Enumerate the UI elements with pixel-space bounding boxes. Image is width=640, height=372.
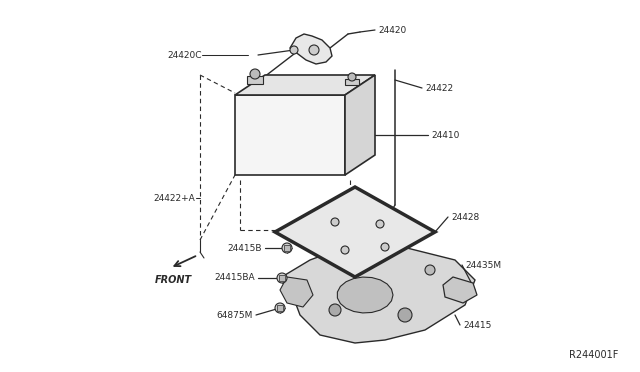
Text: R244001F: R244001F xyxy=(568,350,618,360)
Circle shape xyxy=(341,246,349,254)
Text: 24435M: 24435M xyxy=(465,260,501,269)
Polygon shape xyxy=(247,76,263,84)
Text: 24428: 24428 xyxy=(451,212,479,221)
Circle shape xyxy=(376,220,384,228)
Circle shape xyxy=(398,308,412,322)
Circle shape xyxy=(290,46,298,54)
Circle shape xyxy=(275,303,285,313)
Polygon shape xyxy=(290,34,332,64)
Text: FRONT: FRONT xyxy=(154,275,191,285)
Text: 24420C: 24420C xyxy=(168,51,202,60)
Circle shape xyxy=(309,45,319,55)
Circle shape xyxy=(329,304,341,316)
Polygon shape xyxy=(345,75,375,175)
Polygon shape xyxy=(277,305,283,311)
Circle shape xyxy=(381,243,389,251)
Text: 24422: 24422 xyxy=(425,83,453,93)
Text: 24422+A: 24422+A xyxy=(153,193,195,202)
Polygon shape xyxy=(280,277,313,307)
Text: 24420: 24420 xyxy=(378,26,406,35)
Text: 24415: 24415 xyxy=(463,321,492,330)
Text: 24410: 24410 xyxy=(431,131,460,140)
Text: 64875M: 64875M xyxy=(216,311,253,320)
Polygon shape xyxy=(337,277,393,313)
Polygon shape xyxy=(235,75,375,95)
Circle shape xyxy=(331,218,339,226)
Circle shape xyxy=(282,243,292,253)
Polygon shape xyxy=(443,277,477,303)
Polygon shape xyxy=(345,79,359,85)
Text: 24415BA: 24415BA xyxy=(214,273,255,282)
Circle shape xyxy=(348,73,356,81)
Circle shape xyxy=(250,69,260,79)
Polygon shape xyxy=(235,95,345,175)
Polygon shape xyxy=(284,245,290,251)
Circle shape xyxy=(277,273,287,283)
Polygon shape xyxy=(279,275,285,281)
Text: 24415B: 24415B xyxy=(227,244,262,253)
Polygon shape xyxy=(275,187,435,277)
Polygon shape xyxy=(285,245,475,343)
Circle shape xyxy=(425,265,435,275)
